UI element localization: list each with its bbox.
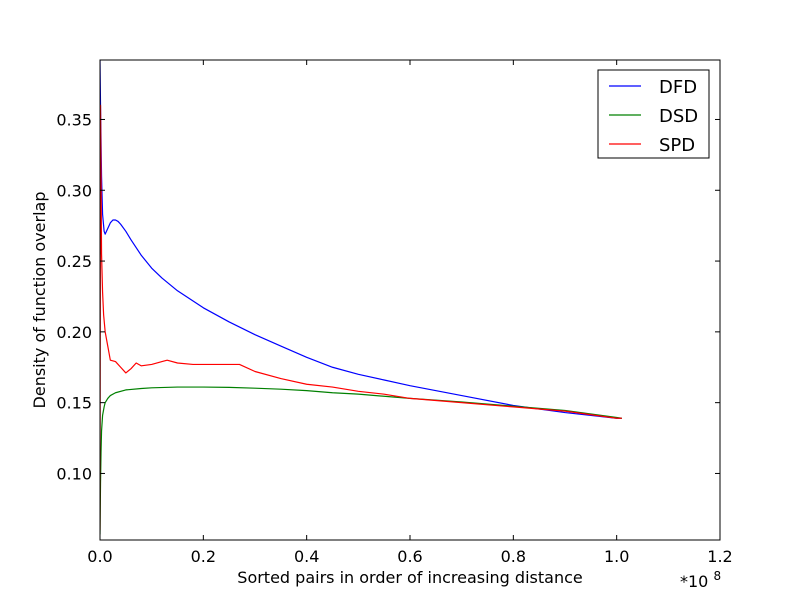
legend-label-dsd: DSD bbox=[659, 106, 698, 127]
x-axis-scale-label: *10 8 bbox=[680, 569, 721, 591]
series-line-spd bbox=[100, 104, 622, 531]
series-line-dfd bbox=[100, 60, 622, 419]
x-tick-label: 1.0 bbox=[604, 547, 629, 566]
x-tick-label: 0.0 bbox=[87, 547, 112, 566]
x-tick-label: 0.2 bbox=[191, 547, 216, 566]
x-tick-label: 0.8 bbox=[501, 547, 526, 566]
legend-box bbox=[597, 69, 710, 159]
x-axis-scale-base: *10 bbox=[680, 572, 708, 591]
series-layer bbox=[100, 60, 622, 535]
legend-label-dfd: DFD bbox=[659, 77, 697, 98]
y-tick-label: 0.25 bbox=[56, 252, 92, 271]
y-tick-label: 0.10 bbox=[56, 464, 92, 483]
y-axis-label: Density of function overlap bbox=[30, 192, 49, 409]
tick-layer: 0.0 0.2 0.4 0.6 0.8 1.0 1.2 0.10 0.15 0.20 0.25 0.3… bbox=[56, 60, 733, 566]
x-axis-label: Sorted pairs in order of increasing dist… bbox=[237, 568, 582, 587]
x-tick-label: 0.4 bbox=[294, 547, 319, 566]
legend-label-spd: SPD bbox=[659, 135, 695, 156]
legend: DFD DSD SPD bbox=[597, 69, 710, 159]
y-tick-label: 0.20 bbox=[56, 323, 92, 342]
y-tick-label: 0.35 bbox=[56, 110, 92, 129]
x-tick-label: 1.2 bbox=[707, 547, 732, 566]
y-tick-label: 0.15 bbox=[56, 394, 92, 413]
x-tick-label: 0.6 bbox=[397, 547, 422, 566]
x-axis-scale-exponent: 8 bbox=[713, 569, 721, 583]
y-tick-label: 0.30 bbox=[56, 181, 92, 200]
